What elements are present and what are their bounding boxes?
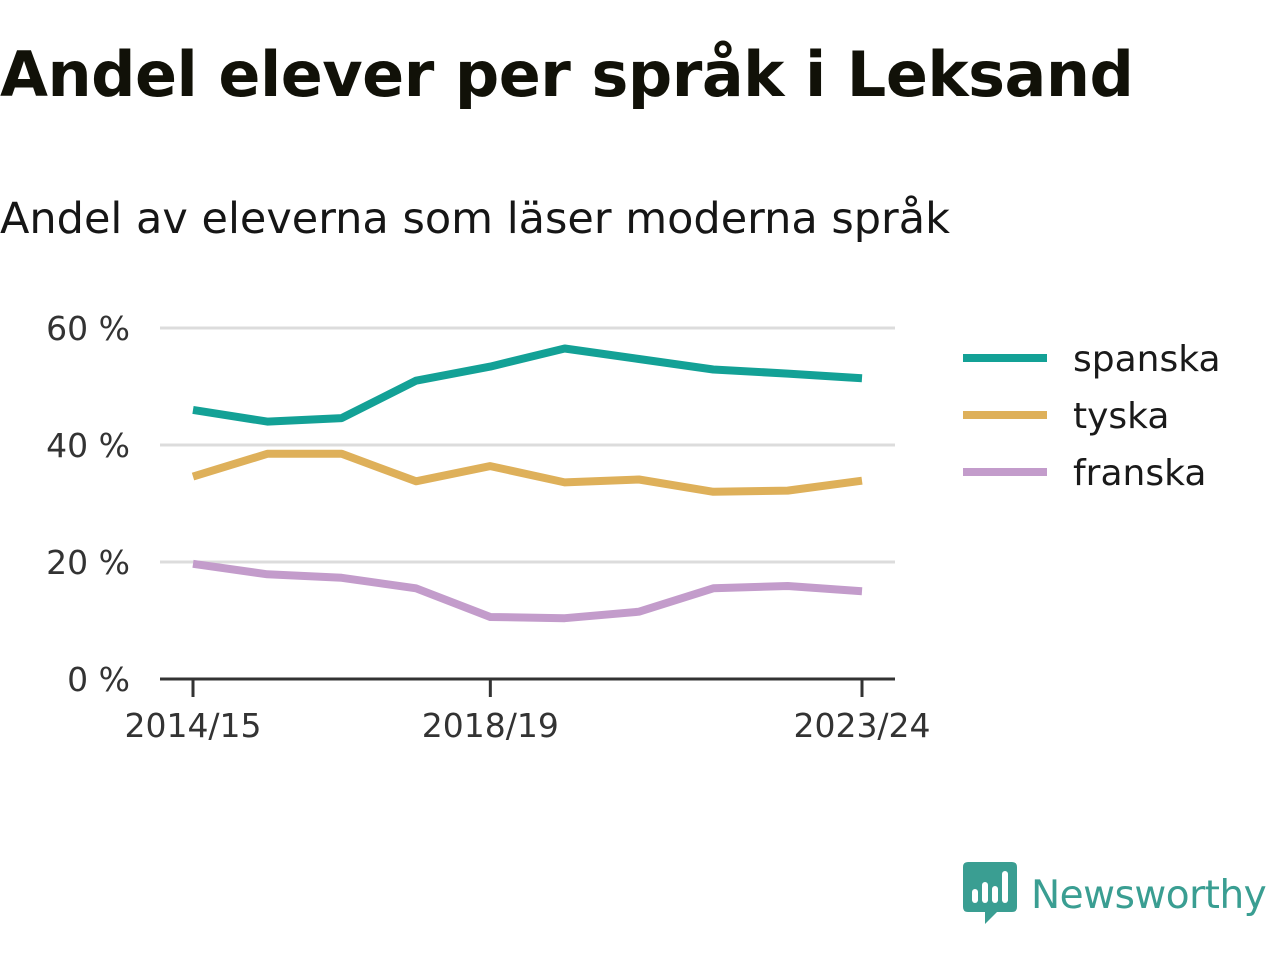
- legend-label-franska: franska: [1073, 453, 1206, 494]
- chart-subtitle: Andel av eleverna som läser moderna språ…: [0, 194, 950, 244]
- brand-name: Newsworthy: [1031, 872, 1267, 918]
- x-tick-label: 2023/24: [793, 706, 930, 745]
- series-line-tyska: [191, 449, 863, 496]
- legend-label-spanska: spanska: [1073, 339, 1221, 380]
- series-line-franska: [192, 559, 863, 623]
- x-tick-label: 2018/19: [422, 706, 559, 745]
- series-lines: [191, 344, 863, 623]
- y-tick-label: 0 %: [67, 660, 130, 699]
- y-tick-label: 60 %: [46, 309, 130, 348]
- bar-chart-speech-icon: [963, 862, 1017, 924]
- gridlines: [160, 326, 895, 564]
- x-axis: 2014/15 2018/19 2023/24: [124, 677, 931, 745]
- chart-title: Andel elever per språk i Leksand: [0, 38, 1134, 111]
- y-tick-label: 20 %: [46, 543, 130, 582]
- series-line-spanska: [192, 344, 863, 426]
- y-tick-label: 40 %: [46, 426, 130, 465]
- legend-label-tyska: tyska: [1073, 396, 1169, 437]
- legend: spanska tyska franska: [963, 339, 1221, 494]
- newsworthy-logo: Newsworthy: [963, 862, 1267, 928]
- y-axis: 0 % 20 % 40 % 60 %: [46, 309, 130, 699]
- x-tick-label: 2014/15: [124, 706, 261, 745]
